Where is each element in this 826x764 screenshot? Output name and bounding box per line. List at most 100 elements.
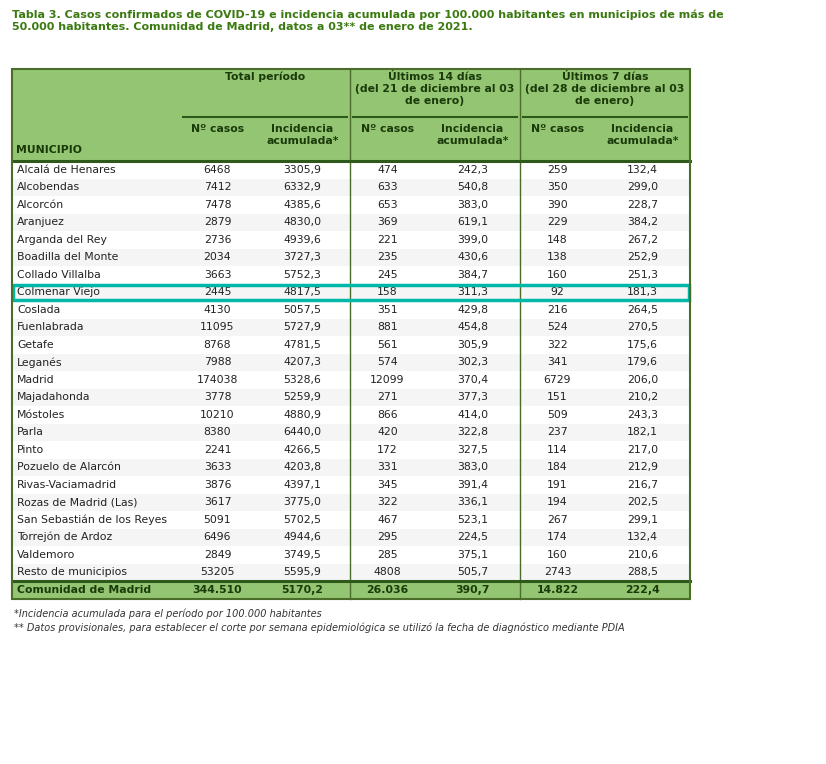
- Text: 5595,9: 5595,9: [283, 567, 321, 578]
- Text: 327,5: 327,5: [457, 445, 488, 455]
- Text: 288,5: 288,5: [627, 567, 658, 578]
- Bar: [12, 319, 690, 336]
- Text: 210,2: 210,2: [627, 392, 658, 403]
- Text: 7412: 7412: [204, 183, 231, 193]
- Text: 299,0: 299,0: [627, 183, 658, 193]
- Text: 370,4: 370,4: [457, 375, 488, 385]
- Text: Getafe: Getafe: [17, 340, 54, 350]
- Text: Torrejón de Ardoz: Torrejón de Ardoz: [17, 532, 112, 542]
- Text: Alcobendas: Alcobendas: [17, 183, 80, 193]
- Text: 467: 467: [377, 515, 398, 525]
- Text: 429,8: 429,8: [457, 305, 488, 315]
- Text: 252,9: 252,9: [627, 252, 658, 262]
- Text: 237: 237: [547, 427, 567, 437]
- Text: 336,1: 336,1: [457, 497, 488, 507]
- Text: 92: 92: [551, 287, 564, 297]
- Text: 351: 351: [377, 305, 398, 315]
- Text: 235: 235: [377, 252, 398, 262]
- Text: Pinto: Pinto: [17, 445, 45, 455]
- Text: 509: 509: [547, 410, 568, 419]
- Text: 174038: 174038: [197, 375, 238, 385]
- Text: 6468: 6468: [204, 165, 231, 175]
- Text: 311,3: 311,3: [457, 287, 488, 297]
- Text: Leganés: Leganés: [17, 357, 63, 367]
- Text: Arganda del Rey: Arganda del Rey: [17, 235, 107, 244]
- Text: 184: 184: [547, 462, 567, 472]
- Text: 179,6: 179,6: [627, 358, 658, 367]
- Text: 4207,3: 4207,3: [283, 358, 321, 367]
- Text: 3305,9: 3305,9: [283, 165, 321, 175]
- Text: 305,9: 305,9: [457, 340, 488, 350]
- Text: 653: 653: [377, 199, 398, 210]
- Text: 228,7: 228,7: [627, 199, 658, 210]
- Bar: [12, 581, 690, 598]
- Text: 221: 221: [377, 235, 398, 244]
- Bar: [12, 69, 690, 598]
- Text: 322: 322: [377, 497, 398, 507]
- Text: 4385,6: 4385,6: [283, 199, 321, 210]
- Text: 540,8: 540,8: [457, 183, 488, 193]
- Text: Incidencia
acumulada*: Incidencia acumulada*: [606, 124, 679, 146]
- Text: 6729: 6729: [544, 375, 572, 385]
- Text: 574: 574: [377, 358, 398, 367]
- Text: 151: 151: [547, 392, 567, 403]
- Text: 271: 271: [377, 392, 398, 403]
- Text: 160: 160: [547, 270, 568, 280]
- Text: 259: 259: [547, 165, 567, 175]
- Text: 2445: 2445: [204, 287, 231, 297]
- Text: 202,5: 202,5: [627, 497, 658, 507]
- Text: 26.036: 26.036: [367, 584, 409, 594]
- Text: 12099: 12099: [370, 375, 405, 385]
- Text: San Sebastián de los Reyes: San Sebastián de los Reyes: [17, 514, 167, 525]
- Text: 222,4: 222,4: [625, 584, 660, 594]
- Bar: [12, 69, 690, 161]
- Text: 561: 561: [377, 340, 398, 350]
- Text: Coslada: Coslada: [17, 305, 60, 315]
- Text: 4130: 4130: [204, 305, 231, 315]
- Text: 3749,5: 3749,5: [283, 550, 321, 560]
- Text: Majadahonda: Majadahonda: [17, 392, 91, 403]
- Text: 8380: 8380: [204, 427, 231, 437]
- Text: 114: 114: [547, 445, 567, 455]
- Text: 5091: 5091: [204, 515, 231, 525]
- Bar: [12, 283, 690, 301]
- Text: 505,7: 505,7: [457, 567, 488, 578]
- Text: Últimos 7 días
(del 28 de diciembre al 03
de enero): Últimos 7 días (del 28 de diciembre al 0…: [525, 72, 685, 106]
- Text: Incidencia
acumulada*: Incidencia acumulada*: [266, 124, 339, 146]
- Text: 2736: 2736: [204, 235, 231, 244]
- Text: 523,1: 523,1: [457, 515, 488, 525]
- Text: Rivas-Vaciamadrid: Rivas-Vaciamadrid: [17, 480, 117, 490]
- Text: 3876: 3876: [204, 480, 231, 490]
- Text: Alcalá de Henares: Alcalá de Henares: [17, 165, 116, 175]
- Bar: [13, 284, 689, 300]
- Text: Comunidad de Madrid: Comunidad de Madrid: [17, 584, 151, 594]
- Bar: [12, 354, 690, 371]
- Text: 158: 158: [377, 287, 398, 297]
- Text: 7478: 7478: [204, 199, 231, 210]
- Text: 2241: 2241: [204, 445, 231, 455]
- Text: 132,4: 132,4: [627, 165, 658, 175]
- Text: 148: 148: [547, 235, 567, 244]
- Text: 194: 194: [547, 497, 567, 507]
- Text: 390: 390: [547, 199, 568, 210]
- Text: 5702,5: 5702,5: [283, 515, 321, 525]
- Text: 430,6: 430,6: [457, 252, 488, 262]
- Text: 3775,0: 3775,0: [283, 497, 321, 507]
- Text: 633: 633: [377, 183, 398, 193]
- Text: 3727,3: 3727,3: [283, 252, 321, 262]
- Text: 350: 350: [547, 183, 568, 193]
- Text: 299,1: 299,1: [627, 515, 658, 525]
- Bar: [12, 371, 690, 389]
- Text: 8768: 8768: [204, 340, 231, 350]
- Bar: [12, 179, 690, 196]
- Text: 138: 138: [547, 252, 567, 262]
- Text: Parla: Parla: [17, 427, 44, 437]
- Bar: [12, 336, 690, 354]
- Bar: [12, 511, 690, 529]
- Text: 53205: 53205: [200, 567, 235, 578]
- Text: 3663: 3663: [204, 270, 231, 280]
- Text: 4944,6: 4944,6: [283, 533, 321, 542]
- Text: 267: 267: [547, 515, 567, 525]
- Text: 132,4: 132,4: [627, 533, 658, 542]
- Text: 524: 524: [547, 322, 567, 332]
